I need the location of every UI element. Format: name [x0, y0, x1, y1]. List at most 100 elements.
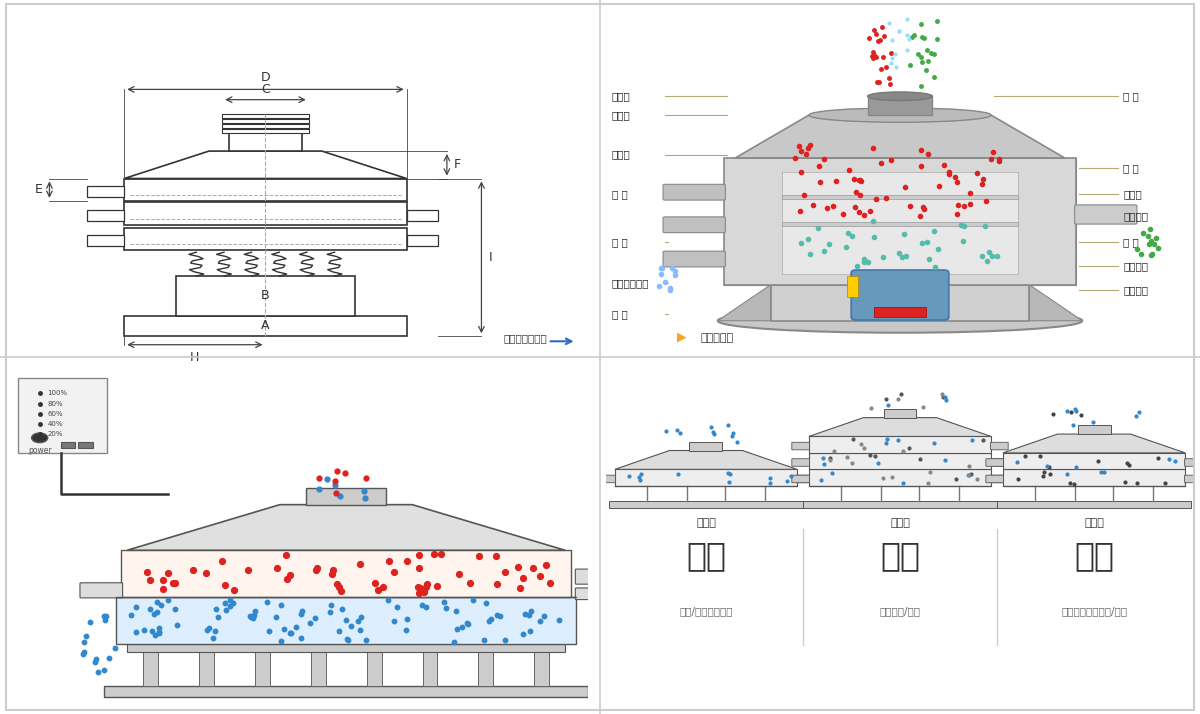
FancyBboxPatch shape — [86, 186, 125, 196]
FancyBboxPatch shape — [608, 501, 803, 508]
FancyBboxPatch shape — [986, 476, 1003, 483]
FancyBboxPatch shape — [664, 251, 725, 267]
Text: 外形尺寸示意图: 外形尺寸示意图 — [504, 333, 547, 343]
FancyBboxPatch shape — [997, 501, 1192, 508]
FancyBboxPatch shape — [86, 210, 125, 221]
Text: 20%: 20% — [48, 431, 64, 438]
FancyBboxPatch shape — [222, 114, 308, 118]
FancyBboxPatch shape — [792, 458, 810, 466]
Text: 如需了解更多请联系我们: 如需了解更多请联系我们 — [277, 515, 323, 522]
Circle shape — [31, 433, 48, 443]
FancyBboxPatch shape — [575, 569, 610, 584]
Text: 防尘盖: 防尘盖 — [612, 110, 631, 120]
Text: 三层式: 三层式 — [890, 518, 910, 528]
Text: 网 架: 网 架 — [1123, 164, 1139, 174]
Text: 单层式: 单层式 — [696, 518, 716, 528]
Polygon shape — [724, 158, 770, 285]
FancyBboxPatch shape — [803, 501, 997, 508]
FancyBboxPatch shape — [311, 651, 325, 685]
Text: 除杂: 除杂 — [1074, 540, 1114, 573]
Text: B: B — [262, 289, 270, 302]
FancyBboxPatch shape — [782, 171, 1018, 274]
FancyBboxPatch shape — [127, 645, 565, 652]
Text: 颗粒/粉末准确分级: 颗粒/粉末准确分级 — [679, 606, 733, 616]
Text: 分级: 分级 — [686, 540, 726, 573]
Text: 筛 网: 筛 网 — [1123, 91, 1139, 101]
Polygon shape — [125, 151, 407, 178]
Text: 100%: 100% — [48, 391, 68, 396]
Text: 机 座: 机 座 — [612, 309, 628, 319]
FancyBboxPatch shape — [868, 96, 932, 115]
FancyBboxPatch shape — [782, 195, 1018, 199]
Ellipse shape — [718, 308, 1082, 333]
FancyBboxPatch shape — [479, 651, 493, 685]
FancyBboxPatch shape — [1184, 458, 1200, 466]
FancyBboxPatch shape — [306, 488, 386, 505]
Text: 过滤: 过滤 — [880, 540, 920, 573]
FancyBboxPatch shape — [990, 476, 1008, 483]
Text: 60%: 60% — [48, 411, 64, 417]
Polygon shape — [718, 285, 770, 321]
Text: 上部重锤: 上部重锤 — [1123, 211, 1148, 221]
FancyBboxPatch shape — [121, 550, 571, 596]
FancyBboxPatch shape — [222, 119, 308, 123]
FancyBboxPatch shape — [78, 442, 92, 448]
FancyBboxPatch shape — [809, 469, 991, 486]
Polygon shape — [127, 505, 565, 550]
Text: 结构示意图: 结构示意图 — [700, 333, 733, 343]
FancyBboxPatch shape — [115, 596, 576, 645]
FancyBboxPatch shape — [782, 222, 1018, 226]
FancyBboxPatch shape — [125, 316, 407, 336]
Ellipse shape — [868, 92, 932, 101]
FancyBboxPatch shape — [809, 436, 991, 453]
FancyBboxPatch shape — [792, 442, 810, 450]
Polygon shape — [1030, 158, 1076, 285]
Polygon shape — [1030, 285, 1082, 321]
Text: 振动电机: 振动电机 — [1123, 261, 1148, 271]
Text: 出料口: 出料口 — [612, 149, 631, 159]
FancyBboxPatch shape — [534, 651, 550, 685]
FancyBboxPatch shape — [199, 651, 214, 685]
FancyBboxPatch shape — [847, 276, 858, 297]
FancyBboxPatch shape — [176, 276, 355, 316]
FancyBboxPatch shape — [229, 134, 301, 151]
FancyBboxPatch shape — [792, 476, 810, 483]
Text: 进料口: 进料口 — [612, 91, 631, 101]
FancyBboxPatch shape — [366, 651, 382, 685]
FancyBboxPatch shape — [143, 651, 157, 685]
FancyBboxPatch shape — [61, 442, 76, 448]
Ellipse shape — [809, 108, 991, 122]
Text: 双层式: 双层式 — [1084, 518, 1104, 528]
FancyBboxPatch shape — [254, 651, 270, 685]
FancyBboxPatch shape — [422, 651, 438, 685]
FancyBboxPatch shape — [990, 458, 1008, 466]
Polygon shape — [1003, 434, 1186, 453]
Text: C: C — [262, 84, 270, 96]
Polygon shape — [736, 115, 1064, 158]
Text: 束 环: 束 环 — [612, 189, 628, 199]
FancyBboxPatch shape — [1078, 426, 1110, 434]
FancyBboxPatch shape — [575, 588, 604, 600]
Text: F: F — [454, 159, 461, 171]
Text: I: I — [488, 251, 492, 264]
Text: 去除异物/结块: 去除异物/结块 — [880, 606, 920, 616]
Text: 80%: 80% — [48, 401, 64, 406]
FancyBboxPatch shape — [724, 158, 1076, 285]
FancyBboxPatch shape — [18, 378, 107, 453]
FancyBboxPatch shape — [770, 285, 1030, 321]
FancyBboxPatch shape — [614, 469, 797, 486]
FancyBboxPatch shape — [80, 583, 122, 598]
Text: H: H — [190, 351, 199, 364]
FancyBboxPatch shape — [690, 442, 722, 451]
Text: 加重块: 加重块 — [1123, 189, 1142, 199]
FancyBboxPatch shape — [1075, 205, 1136, 224]
Text: A: A — [262, 319, 270, 333]
FancyBboxPatch shape — [797, 476, 814, 483]
FancyBboxPatch shape — [407, 236, 438, 246]
FancyBboxPatch shape — [104, 685, 588, 697]
Polygon shape — [809, 418, 991, 436]
FancyBboxPatch shape — [986, 458, 1003, 466]
FancyBboxPatch shape — [990, 442, 1008, 450]
Text: power: power — [28, 446, 52, 455]
FancyBboxPatch shape — [874, 307, 926, 317]
